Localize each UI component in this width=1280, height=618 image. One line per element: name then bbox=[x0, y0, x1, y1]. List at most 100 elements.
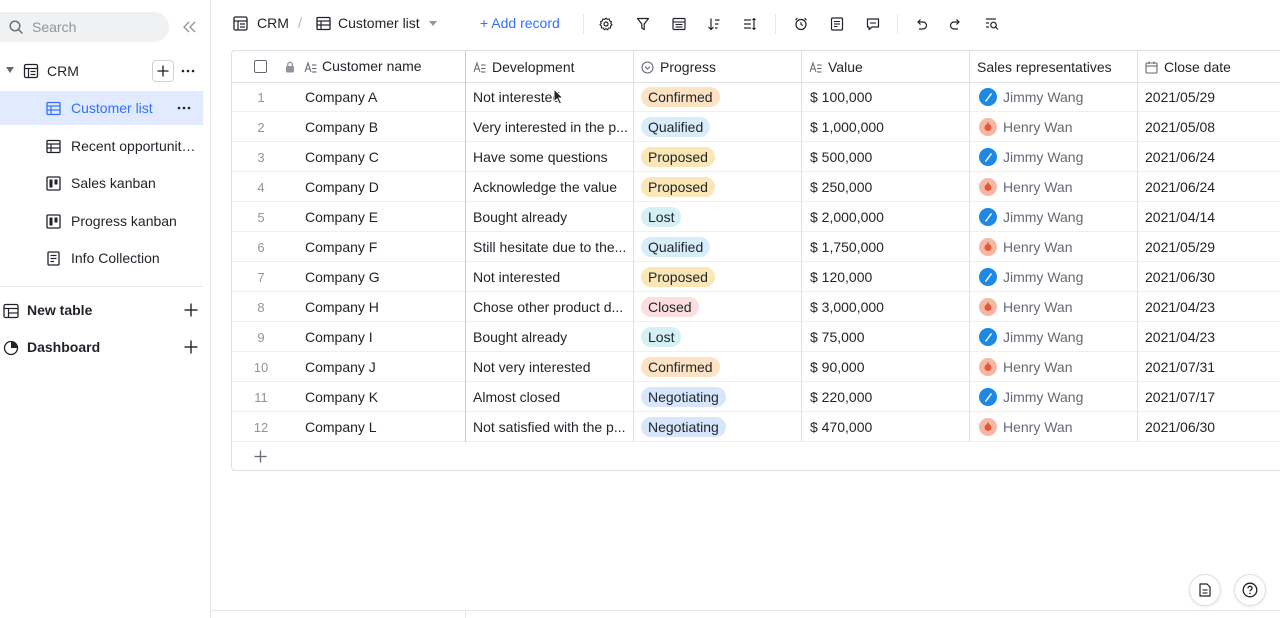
cell-progress[interactable]: Proposed bbox=[634, 262, 802, 292]
cell-close-date[interactable]: 2021/06/30 bbox=[1138, 412, 1280, 442]
cell-progress[interactable]: Confirmed bbox=[634, 82, 802, 112]
cell-development[interactable]: Very interested in the p... bbox=[466, 112, 634, 142]
column-header-progress[interactable]: Progress bbox=[634, 51, 802, 83]
cell-value[interactable]: $ 75,000 bbox=[802, 322, 970, 352]
table-row[interactable]: 7 Company G Not interested Proposed $ 120,00… bbox=[232, 262, 1280, 292]
cell-close-date[interactable]: 2021/07/31 bbox=[1138, 352, 1280, 382]
cell-value[interactable]: $ 500,000 bbox=[802, 142, 970, 172]
cell-progress[interactable]: Lost bbox=[634, 322, 802, 352]
form-view-icon[interactable] bbox=[830, 17, 844, 31]
cell-development[interactable]: Not very interested bbox=[466, 352, 634, 382]
cell-customer-name[interactable]: 5 Company E bbox=[232, 202, 466, 232]
redo-icon[interactable] bbox=[949, 17, 963, 31]
help-button[interactable] bbox=[1234, 574, 1266, 606]
cell-development[interactable]: Still hesitate due to the... bbox=[466, 232, 634, 262]
cell-value[interactable]: $ 90,000 bbox=[802, 352, 970, 382]
cell-customer-name[interactable]: 1 Company A bbox=[232, 82, 466, 112]
table-row[interactable]: 5 Company E Bought already Lost $ 2,000,000 J… bbox=[232, 202, 1280, 232]
column-header-development[interactable]: Development bbox=[466, 51, 634, 83]
cell-sales-rep[interactable]: Jimmy Wang bbox=[970, 382, 1138, 412]
cell-progress[interactable]: Proposed bbox=[634, 172, 802, 202]
settings-icon[interactable] bbox=[599, 17, 613, 31]
cell-sales-rep[interactable]: Henry Wan bbox=[970, 352, 1138, 382]
cell-sales-rep[interactable]: Henry Wan bbox=[970, 292, 1138, 322]
table-row[interactable]: 2 Company B Very interested in the p... Qua… bbox=[232, 112, 1280, 142]
column-header-close-date[interactable]: Close date bbox=[1138, 51, 1280, 83]
cell-customer-name[interactable]: 4 Company D bbox=[232, 172, 466, 202]
filter-icon[interactable] bbox=[636, 17, 650, 31]
cell-customer-name[interactable]: 2 Company B bbox=[232, 112, 466, 142]
cell-development[interactable]: Bought already bbox=[466, 322, 634, 352]
sidebar-dashboard[interactable]: Dashboard bbox=[0, 335, 203, 361]
cell-customer-name[interactable]: 8 Company H bbox=[232, 292, 466, 322]
cell-close-date[interactable]: 2021/04/23 bbox=[1138, 322, 1280, 352]
cell-close-date[interactable]: 2021/05/29 bbox=[1138, 232, 1280, 262]
table-row[interactable]: 8 Company H Chose other product d... Closed… bbox=[232, 292, 1280, 322]
table-row[interactable]: 9 Company I Bought already Lost $ 75,000 Jimm… bbox=[232, 322, 1280, 352]
cell-close-date[interactable]: 2021/04/23 bbox=[1138, 292, 1280, 322]
cell-value[interactable]: $ 470,000 bbox=[802, 412, 970, 442]
cell-sales-rep[interactable]: Henry Wan bbox=[970, 412, 1138, 442]
cell-customer-name[interactable]: 10 Company J bbox=[232, 352, 466, 382]
cell-close-date[interactable]: 2021/05/08 bbox=[1138, 112, 1280, 142]
cell-progress[interactable]: Qualified bbox=[634, 232, 802, 262]
sidebar-new-table[interactable]: New table bbox=[0, 298, 203, 324]
sidebar-item-recent-opportunities[interactable]: Recent opportunities bbox=[0, 129, 203, 163]
sidebar-base-crm[interactable]: CRM bbox=[0, 58, 205, 84]
cell-value[interactable]: $ 220,000 bbox=[802, 382, 970, 412]
column-header-customer-name[interactable]: Customer name bbox=[232, 51, 466, 83]
sidebar-item-sales-kanban[interactable]: Sales kanban bbox=[0, 166, 203, 200]
cell-development[interactable]: Bought already bbox=[466, 202, 634, 232]
cell-sales-rep[interactable]: Jimmy Wang bbox=[970, 82, 1138, 112]
undo-icon[interactable] bbox=[914, 17, 928, 31]
cell-development[interactable]: Acknowledge the value bbox=[466, 172, 634, 202]
reminder-icon[interactable] bbox=[794, 17, 808, 31]
table-row[interactable]: 4 Company D Acknowledge the value Proposed $… bbox=[232, 172, 1280, 202]
cell-customer-name[interactable]: 3 Company C bbox=[232, 142, 466, 172]
collapse-sidebar-icon[interactable] bbox=[181, 19, 197, 35]
cell-progress[interactable]: Qualified bbox=[634, 112, 802, 142]
table-row[interactable]: 11 Company K Almost closed Negotiating $ 220… bbox=[232, 382, 1280, 412]
table-row[interactable]: 6 Company F Still hesitate due to the... Qu… bbox=[232, 232, 1280, 262]
cell-development[interactable]: Have some questions bbox=[466, 142, 634, 172]
column-header-sales-representatives[interactable]: Sales representatives bbox=[970, 51, 1138, 83]
row-height-icon[interactable] bbox=[743, 17, 757, 31]
cell-customer-name[interactable]: 12 Company L bbox=[232, 412, 466, 442]
cell-close-date[interactable]: 2021/04/14 bbox=[1138, 202, 1280, 232]
column-header-value[interactable]: Value bbox=[802, 51, 970, 83]
more-options-icon[interactable] bbox=[180, 63, 196, 79]
cell-close-date[interactable]: 2021/05/29 bbox=[1138, 82, 1280, 112]
cell-development[interactable]: Almost closed bbox=[466, 382, 634, 412]
cell-value[interactable]: $ 1,750,000 bbox=[802, 232, 970, 262]
cell-sales-rep[interactable]: Henry Wan bbox=[970, 232, 1138, 262]
cell-sales-rep[interactable]: Henry Wan bbox=[970, 112, 1138, 142]
cell-close-date[interactable]: 2021/06/30 bbox=[1138, 262, 1280, 292]
cell-progress[interactable]: Closed bbox=[634, 292, 802, 322]
cell-value[interactable]: $ 250,000 bbox=[802, 172, 970, 202]
cell-sales-rep[interactable]: Jimmy Wang bbox=[970, 202, 1138, 232]
sidebar-item-info-collection[interactable]: Info Collection bbox=[0, 241, 203, 275]
table-row[interactable]: 1 Company A Not interested Confirmed $ 100,0… bbox=[232, 82, 1280, 112]
cell-customer-name[interactable]: 9 Company I bbox=[232, 322, 466, 352]
cell-development[interactable]: Not interested bbox=[466, 262, 634, 292]
sort-icon[interactable] bbox=[707, 17, 721, 31]
cell-value[interactable]: $ 1,000,000 bbox=[802, 112, 970, 142]
find-replace-icon[interactable] bbox=[985, 17, 999, 31]
cell-progress[interactable]: Confirmed bbox=[634, 352, 802, 382]
cell-sales-rep[interactable]: Jimmy Wang bbox=[970, 142, 1138, 172]
comment-icon[interactable] bbox=[866, 17, 880, 31]
cell-value[interactable]: $ 100,000 bbox=[802, 82, 970, 112]
cell-sales-rep[interactable]: Jimmy Wang bbox=[970, 262, 1138, 292]
plus-icon[interactable] bbox=[184, 340, 198, 354]
table-row[interactable]: 10 Company J Not very interested Confirmed $… bbox=[232, 352, 1280, 382]
cell-close-date[interactable]: 2021/06/24 bbox=[1138, 142, 1280, 172]
add-record-button[interactable]: + Add record bbox=[480, 15, 560, 31]
more-options-icon[interactable] bbox=[176, 102, 192, 114]
cell-sales-rep[interactable]: Henry Wan bbox=[970, 172, 1138, 202]
document-button[interactable] bbox=[1189, 574, 1221, 606]
table-row[interactable]: 12 Company L Not satisfied with the p... Ne… bbox=[232, 412, 1280, 442]
cell-progress[interactable]: Proposed bbox=[634, 142, 802, 172]
sidebar-item-progress-kanban[interactable]: Progress kanban bbox=[0, 204, 203, 238]
plus-icon[interactable] bbox=[184, 303, 198, 317]
sidebar-item-customer-list[interactable]: Customer list bbox=[0, 91, 203, 125]
